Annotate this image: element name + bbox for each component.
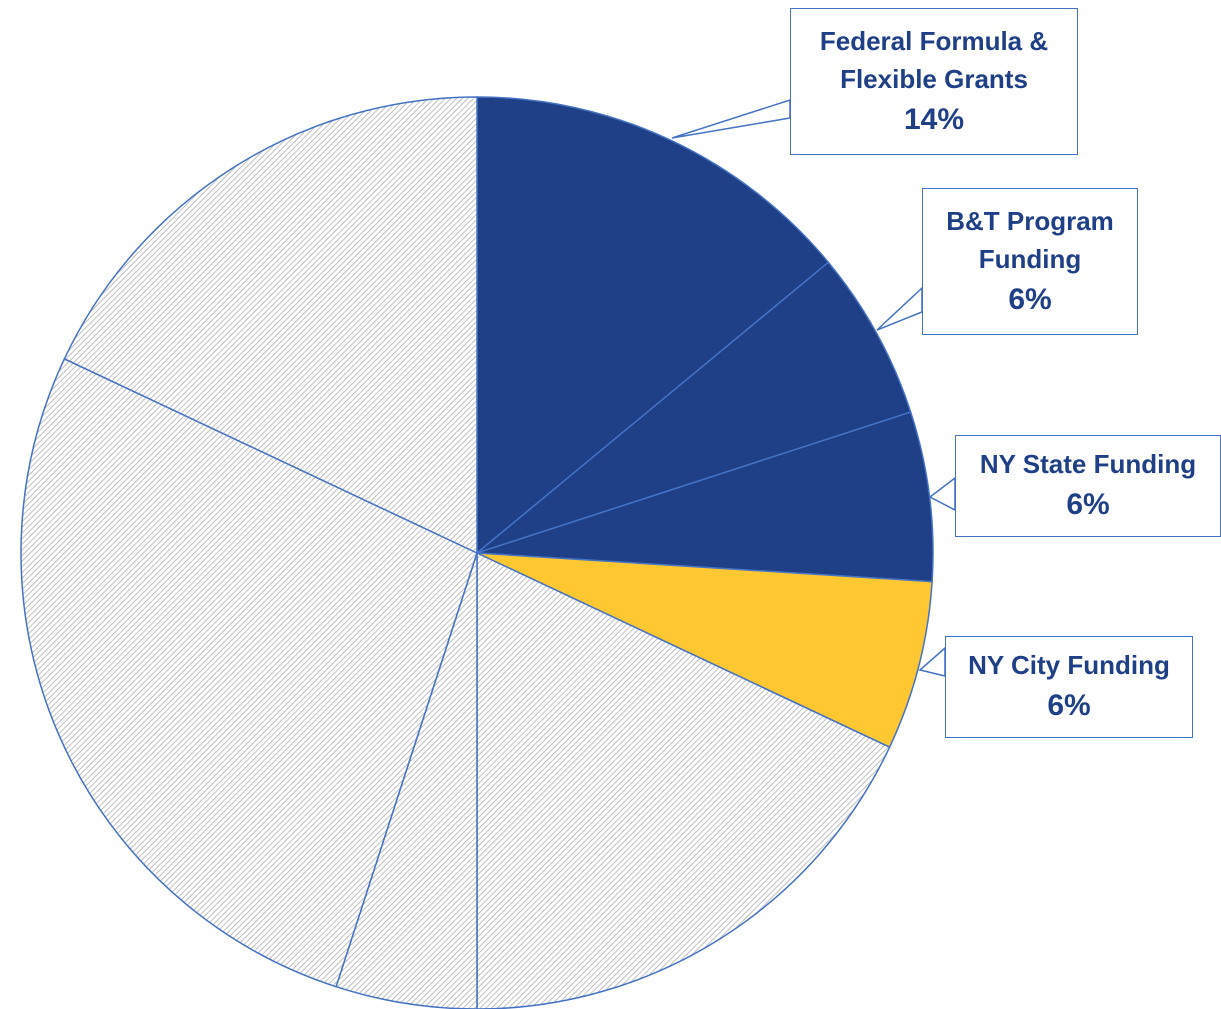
pie-slice (476, 552, 933, 749)
leader-line (918, 646, 946, 677)
data-label: B&T Program Funding 6% (922, 188, 1138, 335)
pie-slice (20, 357, 478, 988)
category-label: Federal Formula & Flexible Grants (819, 25, 1049, 94)
pie-slice (476, 96, 830, 555)
pie-slice (476, 551, 891, 1009)
category-label: NY State Funding (979, 449, 1197, 479)
data-label: NY State Funding 6% (955, 435, 1221, 537)
data-label: NY City Funding 6% (945, 636, 1193, 738)
value-label: 6% (1008, 282, 1052, 316)
value-label: 6% (1047, 689, 1091, 722)
value-label: 6% (1066, 488, 1110, 521)
leader-line (928, 476, 956, 512)
leader-line (876, 286, 923, 331)
pie-slice (63, 96, 478, 555)
leader-line (671, 98, 791, 139)
data-label: Federal Formula & Flexible Grants 14% (790, 8, 1078, 155)
category-label: B&T Program Funding (946, 205, 1114, 274)
value-label: 14% (903, 102, 965, 136)
pie-slice (476, 411, 934, 583)
category-label: NY City Funding (968, 650, 1170, 680)
pie-slice (476, 261, 912, 554)
